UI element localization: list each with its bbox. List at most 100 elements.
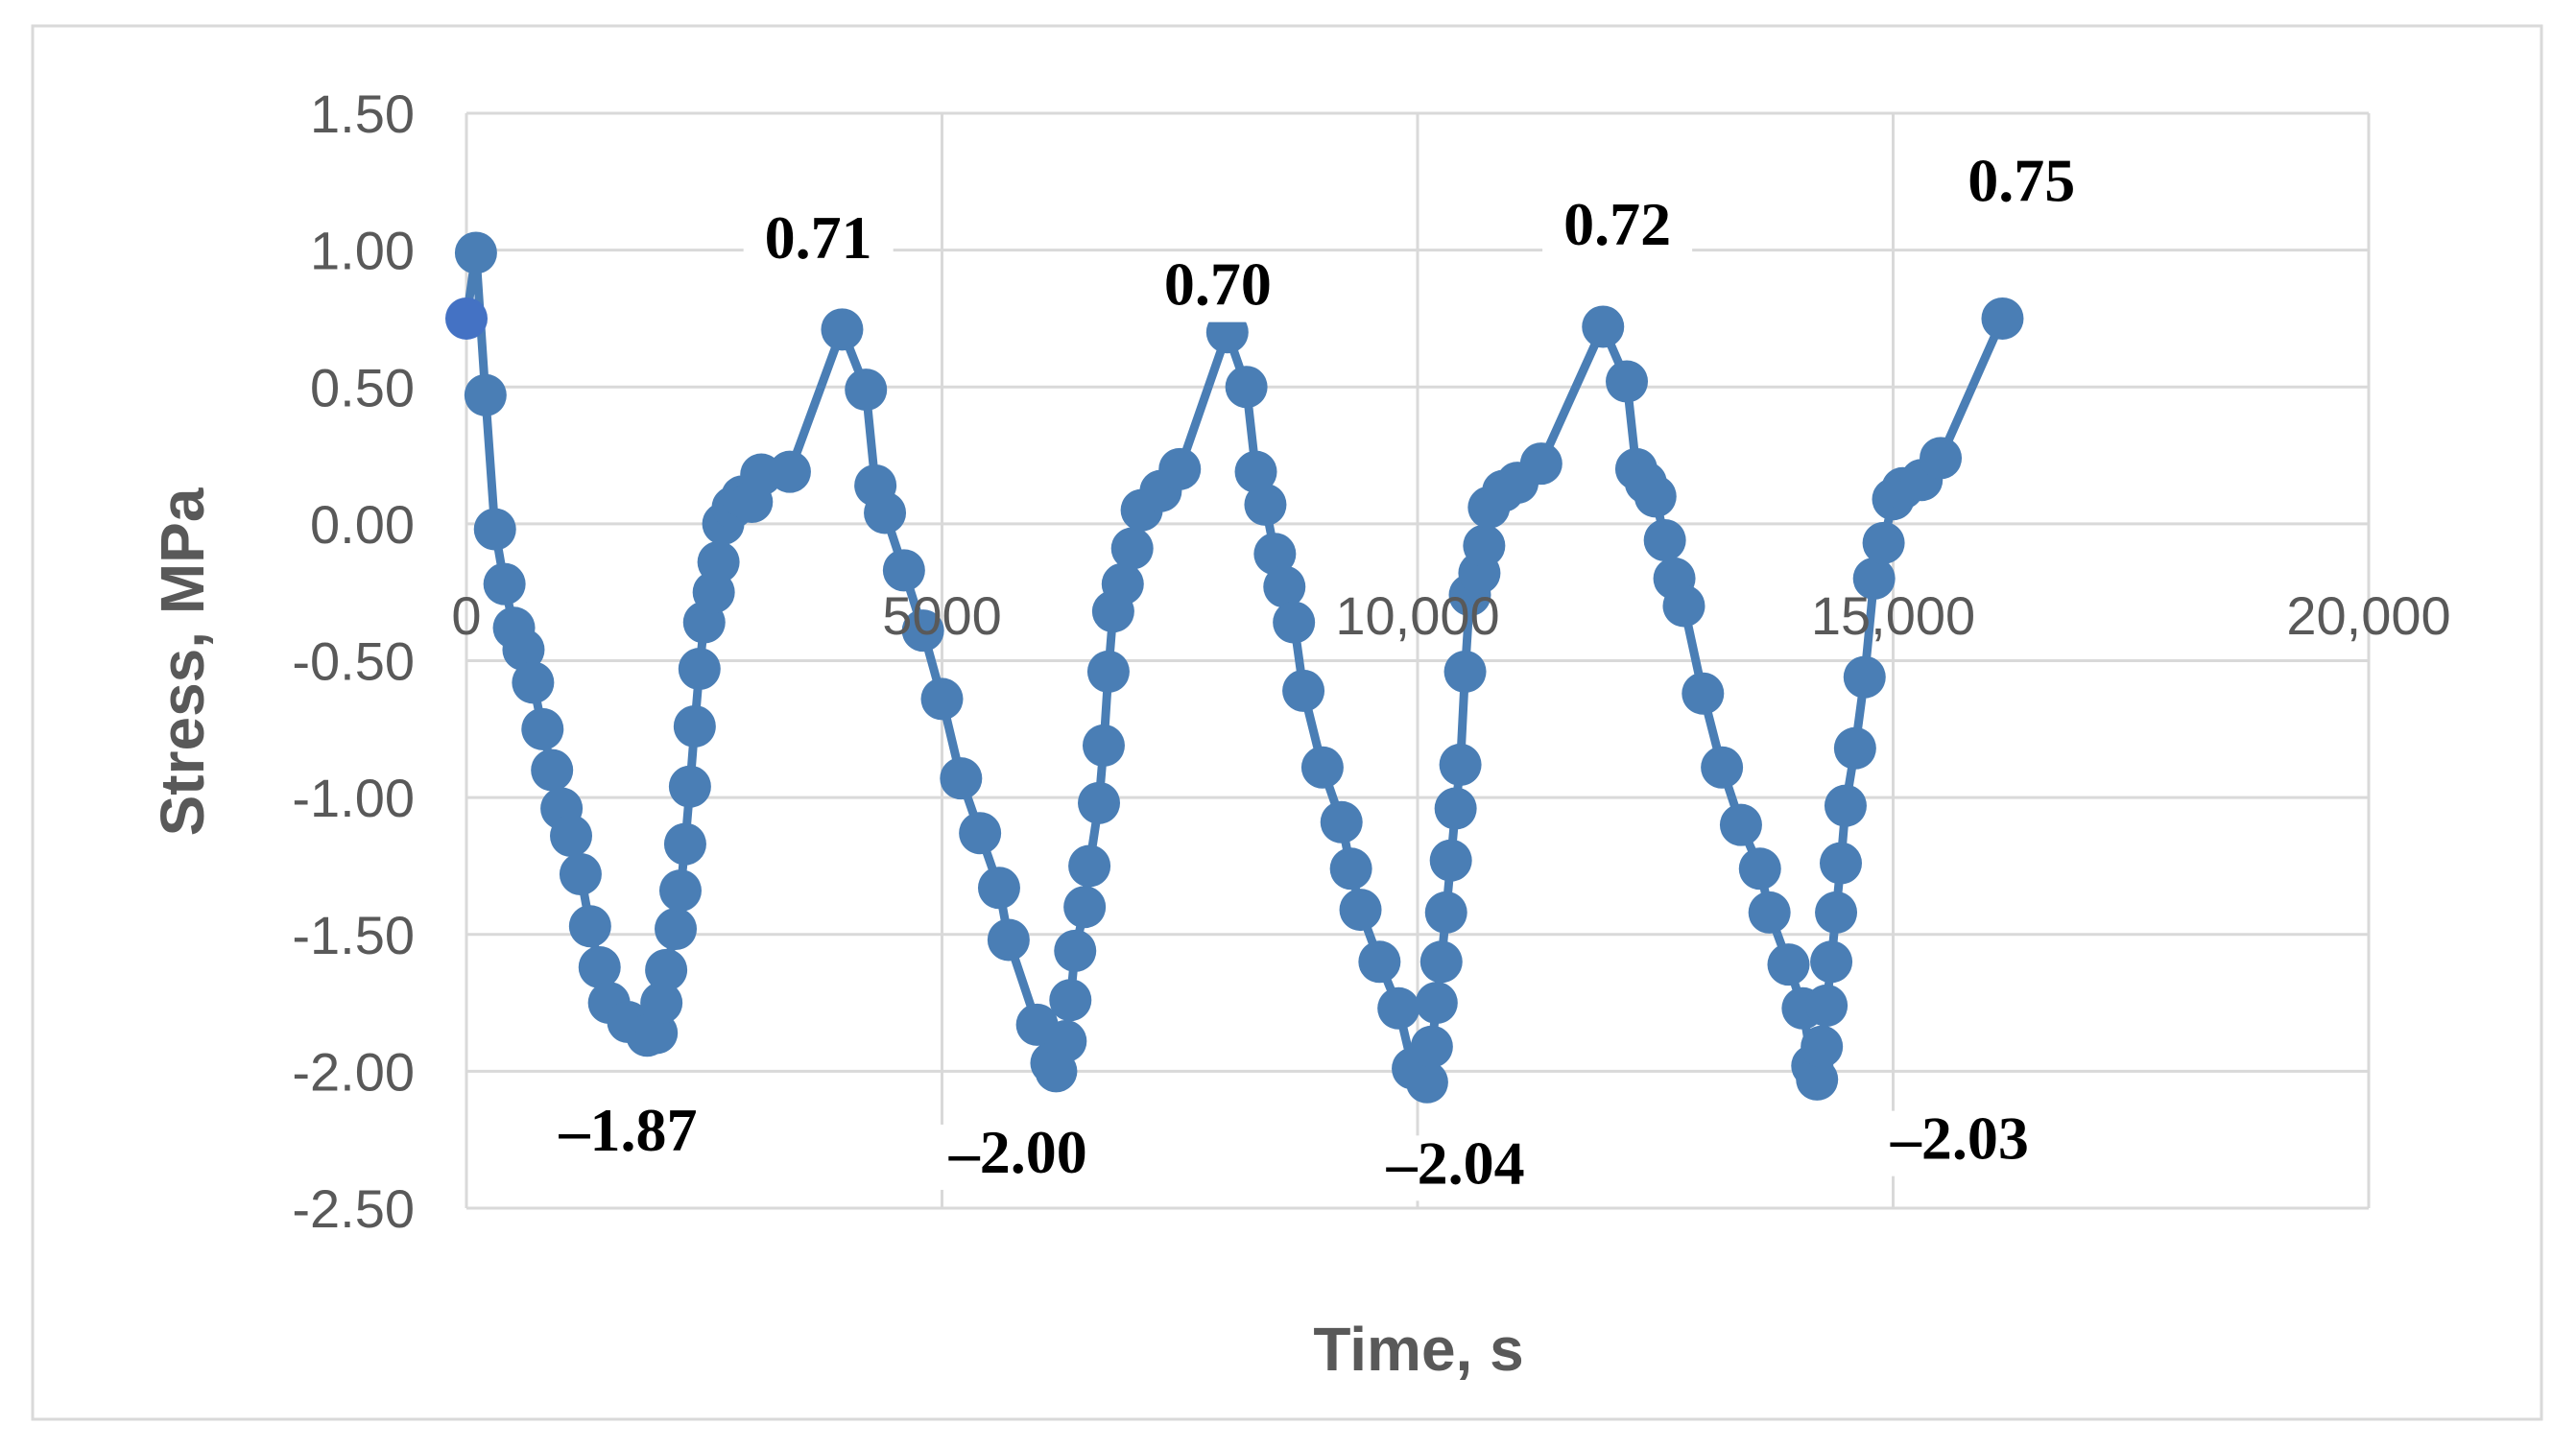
data-point bbox=[1463, 524, 1506, 567]
data-point bbox=[1329, 847, 1372, 891]
data-point bbox=[987, 918, 1030, 962]
data-point bbox=[1415, 982, 1458, 1025]
data-point bbox=[1110, 527, 1154, 570]
data-point bbox=[1801, 1025, 1844, 1068]
annotation-background bbox=[1142, 256, 1293, 322]
annotation-label: 0.72 bbox=[1563, 190, 1671, 258]
annotation-label: 0.75 bbox=[1968, 146, 2075, 214]
x-axis-title: Time, s bbox=[1313, 1315, 1523, 1384]
data-point bbox=[1810, 940, 1853, 984]
data-point bbox=[1320, 800, 1363, 843]
data-point bbox=[521, 707, 564, 750]
data-point bbox=[1805, 984, 1849, 1027]
data-point bbox=[512, 661, 555, 704]
data-point bbox=[673, 704, 716, 748]
peak-annotations: 0.71 0.70 0.72 0.75 –1.87 –2.00 –2.04 –2.03 bbox=[537, 146, 2097, 1201]
annotation-label: –1.87 bbox=[558, 1096, 697, 1164]
data-point bbox=[940, 757, 983, 800]
data-point bbox=[1606, 360, 1649, 403]
data-point bbox=[768, 450, 811, 493]
data-point bbox=[678, 648, 721, 691]
data-point bbox=[1719, 803, 1762, 846]
data-point bbox=[1439, 743, 1482, 786]
y-tick-label: -2.00 bbox=[292, 1041, 415, 1102]
data-point bbox=[959, 812, 1002, 855]
data-point bbox=[502, 629, 545, 672]
x-tick-label: 20,000 bbox=[2286, 585, 2450, 646]
data-point bbox=[1634, 475, 1677, 518]
data-point bbox=[1078, 781, 1121, 824]
data-point bbox=[1044, 1019, 1087, 1062]
y-tick-label: 0.50 bbox=[310, 357, 415, 417]
data-point bbox=[550, 815, 593, 858]
data-point bbox=[1920, 437, 1963, 480]
data-point bbox=[645, 948, 688, 991]
data-point bbox=[1068, 844, 1111, 888]
x-tick-label: 10,000 bbox=[1335, 585, 1499, 646]
data-point bbox=[1443, 650, 1487, 693]
data-point bbox=[1339, 889, 1382, 932]
annotation-background bbox=[1869, 1110, 2051, 1176]
data-point bbox=[1282, 669, 1325, 712]
data-point bbox=[1824, 784, 1867, 827]
data-point bbox=[920, 677, 964, 721]
data-point bbox=[668, 765, 711, 808]
data-point bbox=[1158, 447, 1202, 490]
data-point bbox=[1643, 518, 1686, 561]
data-point bbox=[821, 308, 864, 351]
stress-series bbox=[445, 231, 2024, 1104]
data-point bbox=[1815, 891, 1858, 934]
data-point bbox=[559, 852, 602, 895]
data-point bbox=[1273, 601, 1316, 644]
data-point bbox=[1263, 565, 1306, 608]
data-point bbox=[1225, 366, 1268, 409]
y-tick-label: -1.00 bbox=[292, 768, 415, 828]
data-point bbox=[1234, 450, 1277, 493]
data-point bbox=[578, 945, 621, 988]
data-point bbox=[1833, 726, 1876, 770]
data-point bbox=[1063, 886, 1107, 929]
annotation-background bbox=[1542, 196, 1693, 262]
data-point bbox=[1796, 1057, 1839, 1101]
annotation-label: 0.71 bbox=[765, 203, 872, 272]
x-tick-label: 15,000 bbox=[1811, 585, 1975, 646]
y-axis-title: Stress, MPa bbox=[148, 487, 217, 836]
annotation-background bbox=[743, 210, 894, 276]
data-point bbox=[1410, 1025, 1453, 1068]
data-point bbox=[1582, 305, 1625, 348]
annotation-background bbox=[537, 1103, 719, 1169]
data-point bbox=[454, 231, 497, 274]
data-point bbox=[1054, 929, 1097, 972]
data-point bbox=[1082, 724, 1125, 767]
data-point bbox=[864, 491, 907, 534]
data-point bbox=[901, 609, 944, 653]
annotation-background bbox=[1365, 1135, 1547, 1201]
x-tick-label: 0 bbox=[451, 585, 481, 646]
data-point bbox=[1300, 746, 1344, 789]
data-point bbox=[1419, 940, 1463, 984]
y-tick-label: -2.50 bbox=[292, 1178, 415, 1239]
data-point bbox=[1852, 557, 1896, 600]
data-point bbox=[1981, 297, 2024, 340]
data-point bbox=[1738, 847, 1781, 891]
x-tick-label: 5000 bbox=[882, 585, 1002, 646]
data-point bbox=[1843, 655, 1886, 699]
y-tick-label: 1.50 bbox=[310, 83, 415, 144]
data-point bbox=[658, 869, 702, 913]
data-point bbox=[1662, 584, 1705, 628]
annotation-label: –2.00 bbox=[948, 1118, 1087, 1186]
data-point bbox=[445, 297, 488, 340]
data-point bbox=[1358, 940, 1401, 984]
data-point bbox=[882, 549, 925, 592]
data-point bbox=[640, 982, 683, 1025]
data-point bbox=[568, 905, 611, 948]
data-point bbox=[483, 562, 526, 606]
data-point bbox=[1682, 672, 1725, 715]
y-tick-label: -0.50 bbox=[292, 631, 415, 692]
data-point bbox=[1049, 979, 1092, 1022]
data-point bbox=[1405, 1060, 1448, 1104]
y-tick-label: -1.50 bbox=[292, 905, 415, 965]
annotation-background bbox=[927, 1124, 1109, 1190]
data-point bbox=[1862, 521, 1905, 564]
